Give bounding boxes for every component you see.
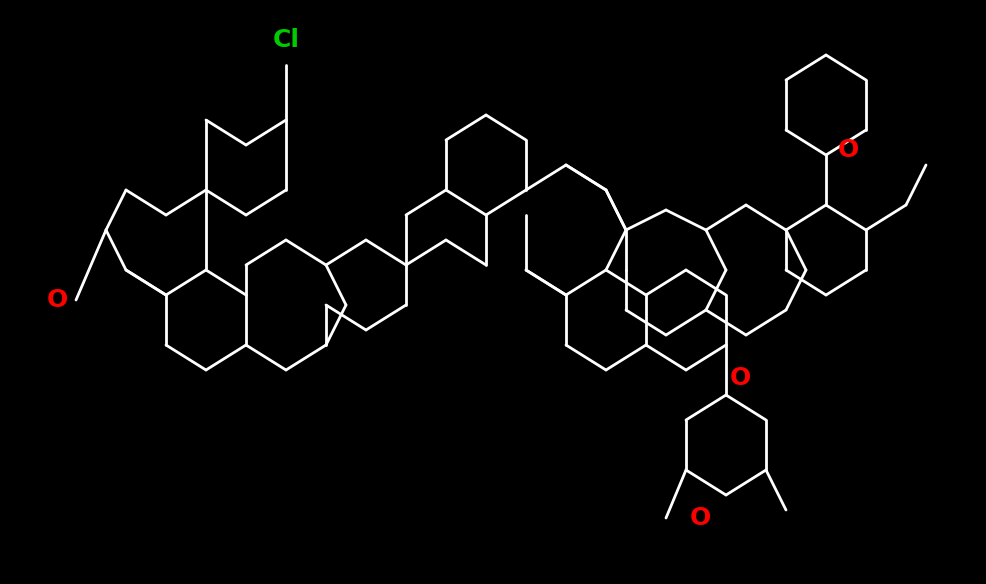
Text: O: O	[837, 138, 859, 162]
Text: O: O	[46, 288, 68, 312]
Text: O: O	[730, 366, 750, 390]
Text: O: O	[689, 506, 711, 530]
Text: Cl: Cl	[272, 28, 300, 52]
